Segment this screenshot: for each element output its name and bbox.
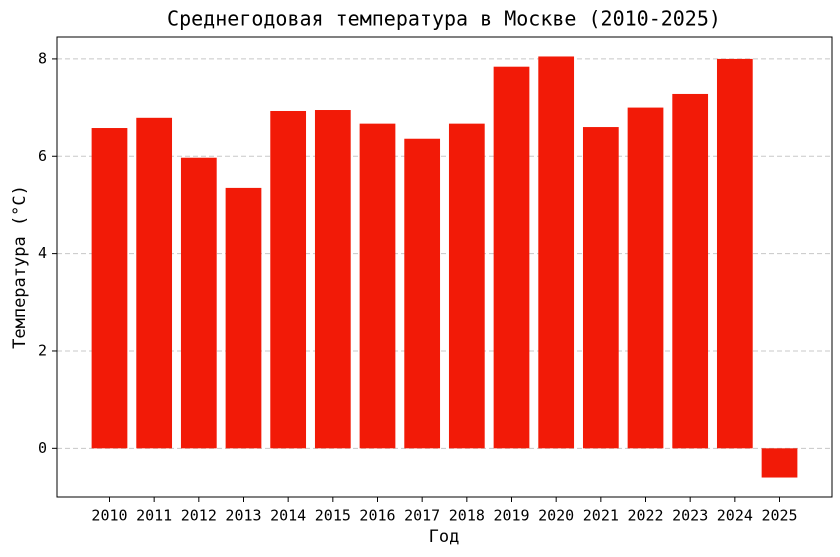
bar [538, 56, 575, 449]
y-tick-label: 2 [38, 341, 47, 359]
x-tick-label: 2014 [270, 507, 306, 525]
bar [270, 110, 307, 449]
bar [448, 123, 485, 449]
bar [359, 123, 396, 449]
bar [582, 127, 619, 449]
bar [672, 93, 709, 449]
bar [627, 107, 664, 449]
y-tick-label: 4 [38, 244, 47, 262]
y-tick-label: 8 [38, 49, 47, 67]
x-tick-label: 2010 [91, 507, 127, 525]
x-tick-label: 2021 [583, 507, 619, 525]
x-tick-label: 2018 [449, 507, 485, 525]
y-axis-label: Температура (°C) [10, 185, 30, 349]
plot-frame [56, 36, 833, 498]
bar [314, 110, 351, 449]
bar [493, 66, 530, 449]
x-tick-label: 2016 [359, 507, 395, 525]
chart-title: Среднегодовая температура в Москве (2010… [167, 7, 721, 31]
bar [91, 128, 128, 449]
x-axis-label: Год [429, 527, 460, 547]
x-tick-label: 2011 [136, 507, 172, 525]
x-tick-label: 2015 [315, 507, 351, 525]
y-tick-label: 6 [38, 147, 47, 165]
x-tick-label: 2025 [761, 507, 797, 525]
x-tick-label: 2022 [627, 507, 663, 525]
x-tick-label: 2013 [225, 507, 261, 525]
x-tick-label: 2023 [672, 507, 708, 525]
bar [136, 117, 173, 449]
x-tick-label: 2024 [717, 507, 753, 525]
x-tick-label: 2020 [538, 507, 574, 525]
x-tick-label: 2012 [181, 507, 217, 525]
x-tick-label: 2019 [493, 507, 529, 525]
x-tick-label: 2017 [404, 507, 440, 525]
bar [225, 187, 262, 449]
bar [404, 138, 441, 449]
y-tick-label: 0 [38, 439, 47, 457]
bar [716, 58, 753, 449]
bar [761, 448, 798, 478]
bar [180, 157, 217, 449]
